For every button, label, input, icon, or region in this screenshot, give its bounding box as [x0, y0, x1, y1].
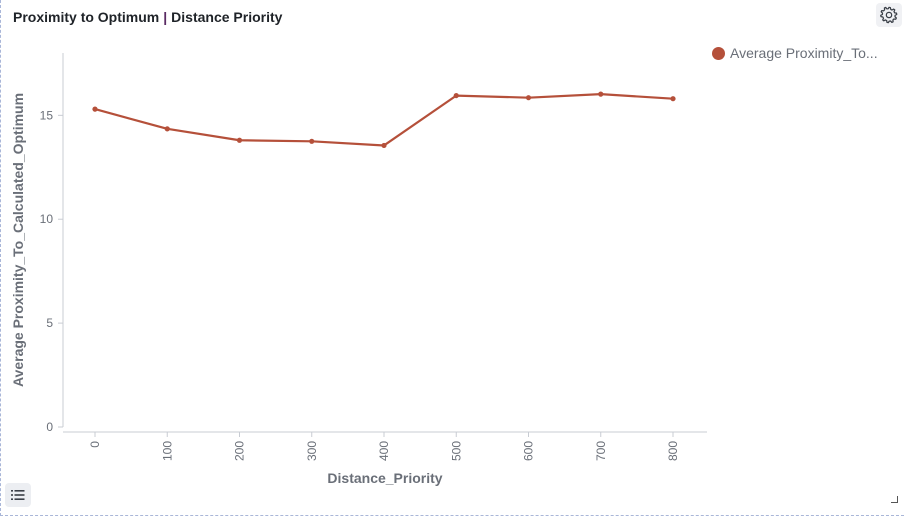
x-tick-label: 500 [449, 441, 463, 461]
panel-title: Proximity to Optimum | Distance Priority [13, 9, 282, 25]
data-point [670, 96, 676, 102]
data-point [309, 138, 315, 144]
data-table-toggle-button[interactable] [5, 483, 31, 507]
data-point [236, 137, 243, 143]
panel-title-main: Proximity to Optimum [13, 9, 160, 25]
resize-handle[interactable] [891, 496, 898, 503]
x-axis-title: Distance_Priority [327, 470, 442, 486]
panel-title-separator: | [163, 9, 168, 25]
list-icon [11, 490, 25, 500]
series-line [93, 93, 675, 147]
x-tick-label: 300 [305, 441, 319, 461]
y-tick-label: 0 [46, 420, 53, 434]
data-point [92, 106, 98, 112]
x-tick-label: 700 [594, 441, 608, 461]
x-tick-label: 800 [666, 441, 680, 461]
data-point [598, 91, 604, 97]
y-tick-label: 10 [40, 212, 54, 226]
settings-button[interactable] [876, 3, 902, 27]
chart-legend[interactable]: Average Proximity_To... [712, 45, 878, 61]
x-tick-label: 0 [88, 441, 102, 448]
data-point [525, 95, 532, 101]
data-point [381, 142, 387, 149]
y-axis-title: Average Proximity_To_Calculated_Optimum [10, 93, 26, 387]
x-tick-label: 200 [233, 441, 247, 461]
data-point [164, 126, 170, 132]
y-tick-label: 15 [40, 108, 54, 122]
x-tick-label: 600 [522, 441, 536, 461]
legend-label: Average Proximity_To... [730, 45, 878, 61]
data-point [453, 92, 459, 99]
gear-icon [880, 6, 898, 24]
panel-title-sub: Distance Priority [171, 9, 283, 25]
x-tick-label: 400 [377, 441, 391, 461]
legend-swatch [712, 46, 725, 60]
x-tick-label: 100 [160, 441, 174, 461]
y-tick-label: 5 [46, 316, 53, 330]
